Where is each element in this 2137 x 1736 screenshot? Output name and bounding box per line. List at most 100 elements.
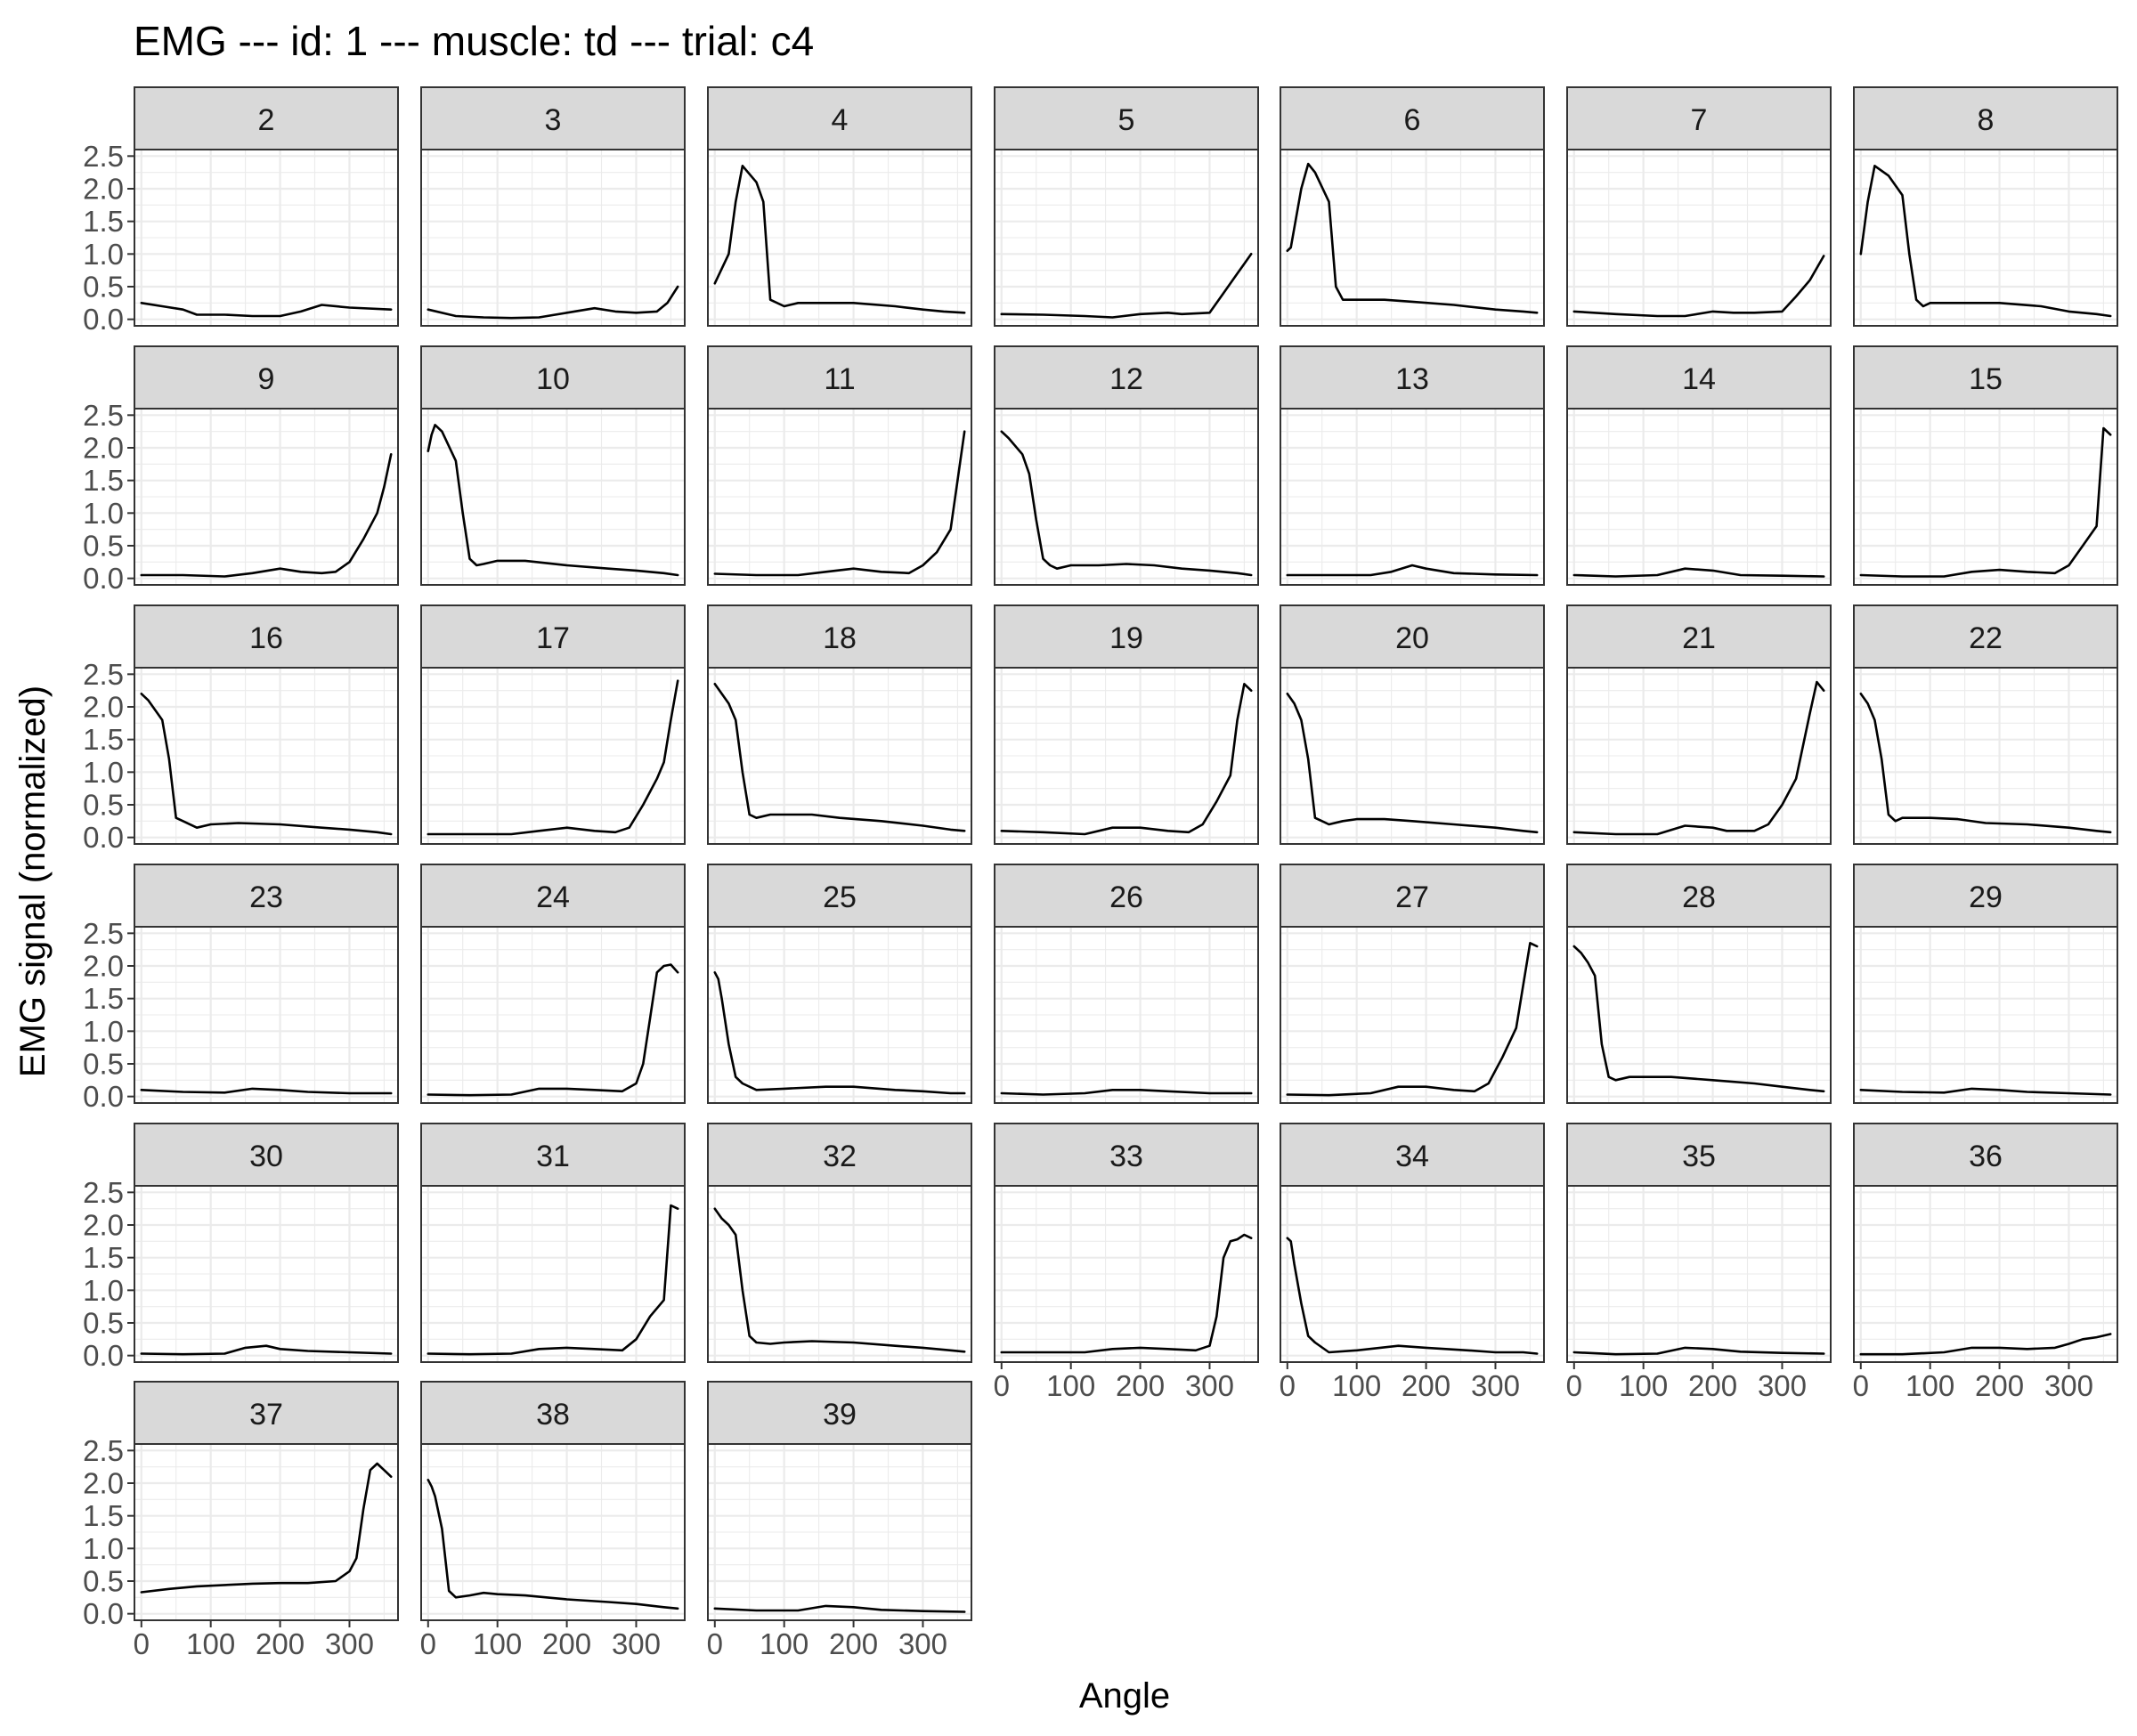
facet-strip <box>134 864 399 928</box>
y-tick-label: 0.5 <box>83 271 124 304</box>
facet-strip <box>420 1381 686 1445</box>
y-tick-label: 0.0 <box>83 562 124 595</box>
facet-panel-18: 18 <box>707 604 972 845</box>
y-tick-label: 0.0 <box>83 303 124 336</box>
y-tick-label: 1.0 <box>83 1274 124 1307</box>
y-tick-label: 1.5 <box>83 723 124 756</box>
x-tick-label: 100 <box>1332 1369 1381 1402</box>
emg-series-line-7 <box>1572 255 1825 318</box>
facet-panel-24: 24 <box>420 864 686 1104</box>
facet-strip <box>994 86 1259 150</box>
facet-strip-label: 18 <box>823 621 857 655</box>
x-tick-label: 200 <box>829 1627 878 1660</box>
y-tick-label: 1.5 <box>83 464 124 497</box>
facet-strip <box>1853 345 2118 410</box>
facet-strip <box>134 1123 399 1187</box>
emg-series-line-12 <box>1000 430 1253 577</box>
facet-strip-label: 3 <box>545 103 562 137</box>
facet-panel-11: 11 <box>707 345 972 586</box>
emg-series-line-8 <box>1859 165 2112 318</box>
facet-strip-label: 27 <box>1395 880 1429 914</box>
emg-series-line-35 <box>1572 1346 1825 1356</box>
emg-series-line-25 <box>713 971 966 1095</box>
emg-series-line-19 <box>1000 682 1253 836</box>
facet-panel-22: 22 <box>1853 604 2118 845</box>
facet-strip <box>1280 604 1545 669</box>
facet-strip-label: 29 <box>1969 880 2003 914</box>
x-tick-label: 100 <box>186 1627 235 1660</box>
facet-strip <box>134 604 399 669</box>
facet-strip-label: 26 <box>1109 880 1143 914</box>
facet-strip-label: 8 <box>1978 103 1995 137</box>
y-tick-label: 1.5 <box>83 982 124 1015</box>
facet-strip-label: 11 <box>824 362 855 396</box>
x-tick-label: 0 <box>1566 1369 1582 1402</box>
y-tick-label: 1.0 <box>83 1532 124 1565</box>
chart-title: EMG --- id: 1 --- muscle: td --- trial: … <box>134 18 814 64</box>
y-tick-label: 0.0 <box>83 1597 124 1630</box>
facet-strip <box>420 86 686 150</box>
x-tick-label: 200 <box>256 1627 305 1660</box>
facet-panels: 20.00.51.01.52.02.53 4 5 6 7 890.00.51.01.52.… <box>83 86 2118 1660</box>
facet-strip <box>994 345 1259 410</box>
y-tick-label: 2.5 <box>83 399 124 432</box>
facet-strip-label: 14 <box>1682 362 1716 396</box>
facet-strip <box>707 86 972 150</box>
facet-strip-label: 31 <box>536 1140 570 1173</box>
facet-strip-label: 34 <box>1395 1140 1429 1173</box>
facet-strip-label: 16 <box>249 621 283 655</box>
facet-strip <box>1853 86 2118 150</box>
y-tick-label: 1.5 <box>83 205 124 238</box>
facet-panel-12: 12 <box>994 345 1259 586</box>
emg-series-line-28 <box>1572 945 1825 1093</box>
facet-strip-label: 13 <box>1395 362 1429 396</box>
y-tick-label: 1.0 <box>83 238 124 271</box>
facet-strip <box>134 345 399 410</box>
facet-strip <box>707 345 972 410</box>
x-tick-label: 0 <box>1280 1369 1296 1402</box>
facet-panel-23: 23 0.00.51.01.52.02.5 <box>83 864 399 1113</box>
facet-strip <box>1853 1123 2118 1187</box>
facet-strip <box>1566 864 1832 928</box>
facet-panel-25: 25 <box>707 864 972 1104</box>
facet-strip <box>707 864 972 928</box>
facet-panel-17: 17 <box>420 604 686 845</box>
facet-strip-label: 38 <box>536 1398 570 1432</box>
facet-panel-30: 30 0.00.51.01.52.02.5 <box>83 1123 399 1372</box>
facet-strip-label: 12 <box>1109 362 1143 396</box>
x-tick-label: 300 <box>325 1627 374 1660</box>
x-tick-label: 100 <box>1619 1369 1668 1402</box>
facet-strip-label: 6 <box>1404 103 1421 137</box>
x-tick-label: 0 <box>134 1627 150 1660</box>
facet-strip-label: 25 <box>823 880 857 914</box>
emg-series-line-24 <box>427 963 679 1097</box>
y-tick-label: 2.0 <box>83 691 124 724</box>
facet-strip <box>1566 1123 1832 1187</box>
y-tick-label: 2.5 <box>83 917 124 950</box>
facet-strip-label: 22 <box>1969 621 2003 655</box>
facet-panel-16: 16 0.00.51.01.52.02.5 <box>83 604 399 854</box>
emg-series-line-31 <box>427 1204 679 1356</box>
x-tick-label: 100 <box>1046 1369 1095 1402</box>
facet-strip <box>1280 864 1545 928</box>
facet-panel-5: 5 <box>994 86 1259 327</box>
facet-strip-label: 21 <box>1682 621 1716 655</box>
x-tick-label: 0 <box>1853 1369 1869 1402</box>
x-axis-title: Angle <box>1079 1676 1170 1716</box>
y-tick-label: 1.0 <box>83 1015 124 1048</box>
emg-series-line-32 <box>713 1207 966 1353</box>
emg-series-line-15 <box>1859 426 2112 578</box>
x-tick-label: 0 <box>994 1369 1010 1402</box>
x-tick-label: 200 <box>1688 1369 1737 1402</box>
y-tick-label: 0.0 <box>83 821 124 854</box>
x-tick-label: 200 <box>1116 1369 1165 1402</box>
y-tick-label: 2.5 <box>83 140 124 173</box>
facet-strip-label: 10 <box>536 362 570 396</box>
facet-panel-2: 2 0.00.51.01.52.02.5 <box>83 86 399 336</box>
facet-strip-label: 7 <box>1691 103 1708 137</box>
facet-panel-31: 31 <box>420 1123 686 1363</box>
emg-series-line-5 <box>1000 252 1253 319</box>
facet-strip-label: 2 <box>258 103 275 137</box>
emg-series-line-23 <box>140 1087 393 1095</box>
